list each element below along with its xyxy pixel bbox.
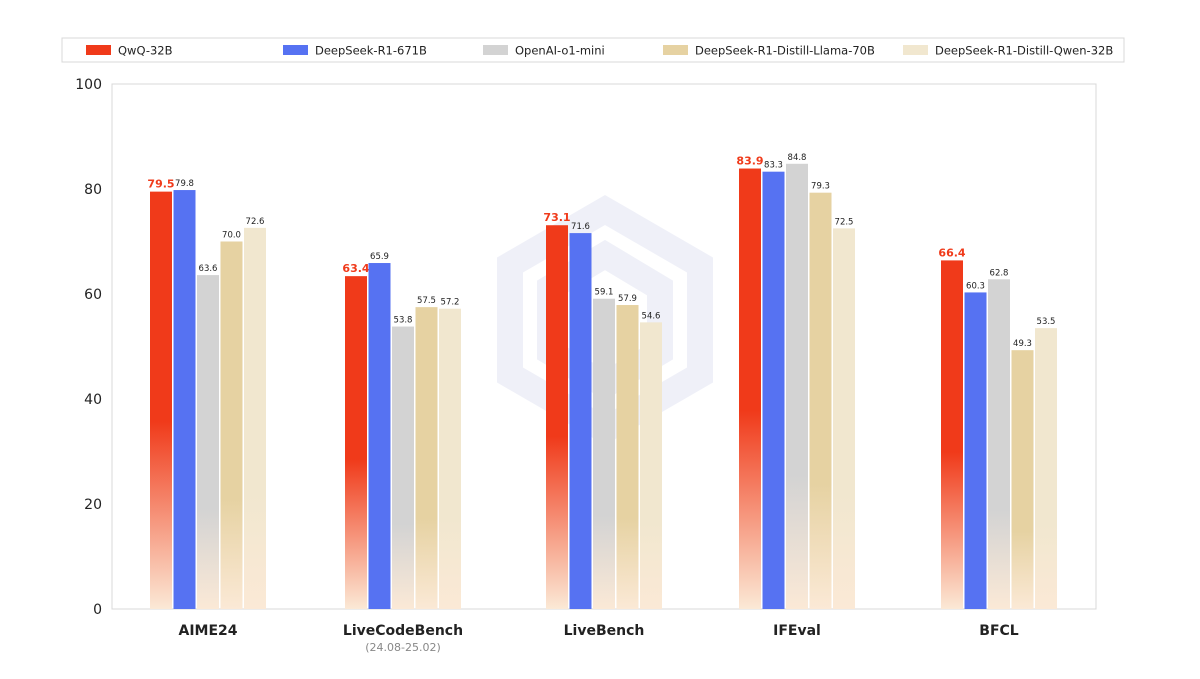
bar-value-label: 79.5 — [147, 178, 174, 191]
bar — [244, 227, 266, 609]
y-tick-label: 60 — [84, 287, 102, 303]
bar-value-label: 63.6 — [199, 264, 218, 274]
bar — [173, 190, 196, 610]
x-tick-label: IFEval — [773, 623, 821, 639]
bar — [762, 171, 785, 610]
bar-value-label: 65.9 — [370, 252, 389, 262]
legend-swatch — [283, 45, 308, 55]
bar — [220, 241, 243, 609]
bar — [988, 279, 1010, 609]
bar — [345, 276, 367, 609]
y-tick-label: 0 — [93, 602, 102, 618]
legend-swatch — [663, 45, 688, 55]
bar-value-label: 66.4 — [938, 246, 965, 259]
x-tick-label: LiveCodeBench — [343, 623, 463, 639]
y-tick-label: 80 — [84, 182, 102, 198]
y-tick-label: 100 — [75, 77, 102, 93]
bar-value-label: 53.5 — [1037, 317, 1056, 327]
bar-value-label: 72.6 — [246, 217, 265, 227]
bar — [941, 260, 963, 609]
legend-label: QwQ-32B — [118, 44, 173, 58]
bar — [786, 163, 808, 610]
bar — [439, 308, 461, 609]
bar-value-label: 54.6 — [642, 311, 661, 321]
bar — [616, 305, 639, 609]
x-tick-label: AIME24 — [178, 623, 237, 639]
bar-value-label: 63.4 — [342, 262, 369, 275]
bar-value-label: 83.9 — [736, 155, 763, 168]
bar-value-label: 62.8 — [990, 268, 1009, 278]
bar — [150, 191, 172, 609]
bar-value-label: 57.2 — [441, 298, 460, 308]
bar-value-label: 79.3 — [811, 182, 830, 192]
bar — [368, 263, 391, 609]
legend-box — [61, 37, 1125, 63]
legend-label: DeepSeek-R1-671B — [315, 44, 427, 58]
x-tick-label: LiveBench — [564, 623, 645, 639]
bar — [546, 225, 568, 609]
x-axis: AIME24 LiveCodeBench (24.08-25.02) LiveBenc… — [178, 623, 1018, 654]
legend-swatch — [86, 45, 111, 55]
bar — [833, 228, 855, 609]
y-tick-label: 40 — [84, 392, 102, 408]
y-tick-label: 20 — [84, 497, 102, 513]
bar — [593, 298, 615, 609]
bar — [640, 322, 662, 609]
bars-group: 79.5 79.8 63.6 70.0 72.6 63.465.9 53.8 57.5 57.2… — [147, 153, 1057, 610]
legend-label: DeepSeek-R1-Distill-Qwen-32B — [935, 44, 1113, 58]
legend-label: DeepSeek-R1-Distill-Llama-70B — [695, 44, 875, 58]
bar-value-label: 49.3 — [1013, 339, 1032, 349]
bar-value-label: 70.0 — [222, 231, 241, 241]
bar — [415, 307, 438, 609]
bar — [739, 168, 761, 609]
bar — [392, 326, 414, 609]
bar-value-label: 57.9 — [618, 294, 637, 304]
bar-value-label: 84.8 — [788, 153, 807, 163]
legend: QwQ-32B DeepSeek-R1-671B OpenAI-o1-mini Dee… — [86, 44, 1113, 58]
bar — [964, 292, 987, 609]
y-axis: 0 20 40 60 80 100 — [75, 77, 102, 618]
bar — [1035, 328, 1057, 609]
bar-value-label: 60.3 — [966, 281, 985, 291]
bar — [569, 233, 592, 609]
bar-value-label: 83.3 — [764, 161, 783, 171]
bar-value-label: 71.6 — [571, 222, 590, 232]
legend-swatch — [483, 45, 508, 55]
legend-swatch — [903, 45, 928, 55]
x-tick-sublabel: (24.08-25.02) — [365, 641, 441, 654]
bar — [1011, 350, 1034, 609]
x-tick-label: BFCL — [979, 623, 1019, 639]
legend-label: OpenAI-o1-mini — [515, 44, 605, 58]
bar-value-label: 57.5 — [417, 296, 436, 306]
bar-value-label: 59.1 — [595, 288, 614, 298]
bar — [197, 275, 219, 609]
bar — [809, 192, 832, 610]
bar-value-label: 72.5 — [835, 217, 854, 227]
bar-value-label: 53.8 — [394, 316, 413, 326]
bar-value-label: 79.8 — [175, 179, 194, 189]
bar-value-label: 73.1 — [543, 211, 570, 224]
